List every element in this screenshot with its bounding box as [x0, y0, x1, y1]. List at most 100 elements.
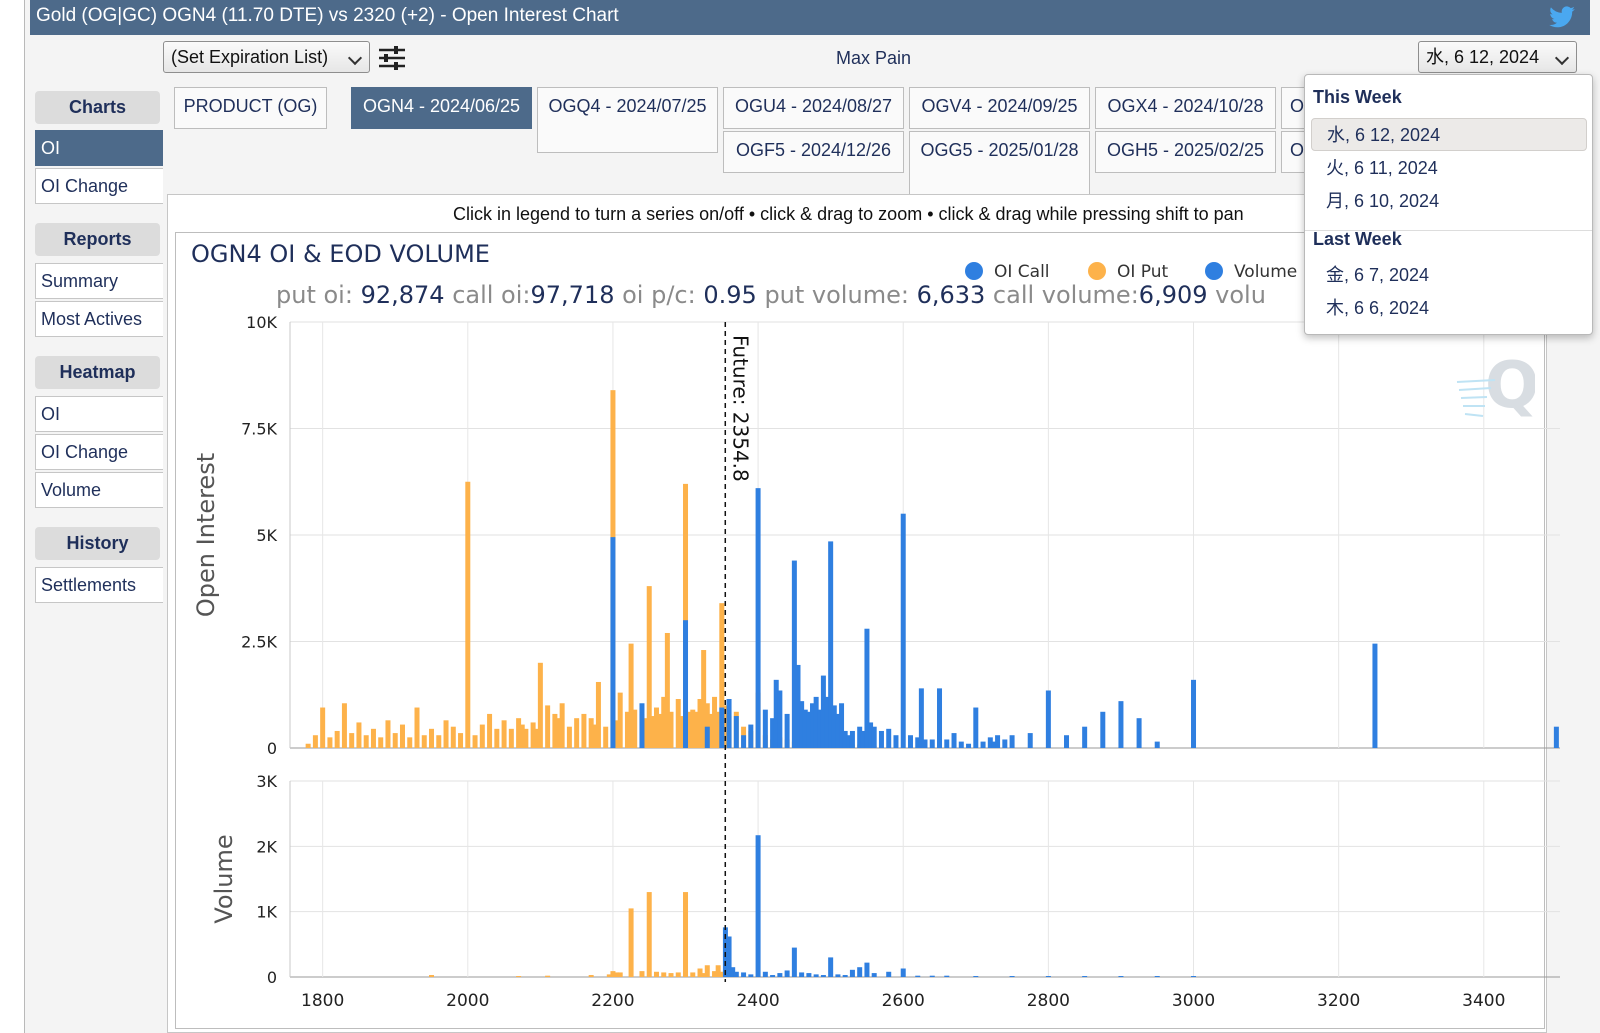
vol-put-bar: [614, 972, 620, 977]
tab-ogq4[interactable]: OGQ4 - 2024/07/25: [537, 87, 718, 153]
oi-put-bar: [643, 718, 649, 748]
call-oi-value: 97,718: [530, 281, 615, 309]
oi-put-bar: [628, 643, 634, 748]
oi-call-bar: [762, 709, 768, 748]
sidebar-item-most-actives[interactable]: Most Actives: [35, 301, 163, 337]
sidebar-item-oi-change[interactable]: OI Change: [35, 168, 163, 204]
oi-call-bar: [987, 737, 993, 748]
legend-item-volume[interactable]: Volume: [1205, 262, 1297, 282]
window-title: Gold (OG|GC) OGN4 (11.70 DTE) vs 2320 (+…: [36, 5, 619, 26]
oi-put-bar: [683, 483, 689, 748]
legend-item-oi-put[interactable]: OI Put: [1088, 262, 1168, 282]
expiration-list-select[interactable]: (Set Expiration List): [163, 41, 370, 73]
sidebar-item-summary[interactable]: Summary: [35, 263, 163, 299]
oi-put-bar: [385, 720, 391, 748]
tab-ogv4[interactable]: OGV4 - 2024/09/25: [909, 87, 1090, 129]
tab-ogx4[interactable]: OGX4 - 2024/10/28: [1095, 87, 1276, 129]
oi-put-bar: [693, 711, 699, 748]
oi-call-bar: [864, 628, 870, 748]
oi-y-tick-label: 7.5K: [241, 420, 277, 439]
vol-call-bar: [726, 936, 732, 977]
oi-call-bar: [893, 735, 899, 748]
date-option[interactable]: 月, 6 10, 2024: [1326, 191, 1440, 211]
tab-ogg5[interactable]: OGG5 - 2025/01/28: [909, 131, 1090, 197]
date-option[interactable]: 木, 6 6, 2024: [1326, 298, 1430, 318]
sidebar-item-settlements[interactable]: Settlements: [35, 567, 163, 603]
chart-container[interactable]: [175, 232, 1545, 1029]
vol-call-bar: [813, 974, 819, 977]
vol-put-bar: [610, 971, 616, 977]
date-select[interactable]: 水, 6 12, 2024: [1418, 41, 1577, 73]
oi-call-bar: [937, 688, 943, 748]
vol-call-bar: [784, 970, 790, 977]
max-pain-label[interactable]: Max Pain: [836, 48, 912, 68]
date-dropdown-menu: This Week 水, 6 12, 2024 火, 6 11, 2024 月,…: [1304, 74, 1593, 335]
vol-y-tick-label: 3K: [256, 772, 277, 791]
oi-put-bar: [414, 707, 420, 748]
sidebar-header-reports: Reports: [35, 223, 160, 256]
oi-put-bar: [312, 735, 318, 748]
date-option[interactable]: 金, 6 7, 2024: [1326, 265, 1430, 285]
oi-call-bar: [1553, 726, 1559, 748]
oi-call-bar: [639, 703, 645, 748]
sidebar-item-oi[interactable]: OI: [35, 130, 163, 166]
date-option[interactable]: 火, 6 11, 2024: [1326, 158, 1438, 178]
vol-call-bar: [842, 975, 848, 977]
tab-ogn4[interactable]: OGN4 - 2024/06/25: [351, 87, 532, 129]
oi-call-bar: [907, 735, 913, 748]
oi-put-bar: [701, 650, 707, 748]
vol-put-bar: [704, 965, 710, 977]
sidebar-item-heatmap-oi-change[interactable]: OI Change: [35, 434, 163, 470]
oi-put-bar: [697, 699, 703, 748]
oi-put-bar: [407, 737, 413, 748]
oi-put-bar: [429, 728, 435, 748]
oi-call-bar: [799, 701, 805, 748]
oi-call-bar: [802, 709, 808, 748]
tab-ogu4[interactable]: OGU4 - 2024/08/27: [723, 87, 904, 129]
oi-put-bar: [436, 735, 442, 748]
oi-y-tick-label: 10K: [246, 313, 277, 332]
vol-call-bar: [762, 971, 768, 977]
call-oi-label: call oi:: [452, 281, 531, 309]
oi-call-bar: [973, 707, 979, 748]
call-volume-label: call volume:: [992, 281, 1139, 309]
oi-put-bar: [556, 718, 562, 748]
vol-call-bar: [748, 974, 754, 977]
legend-item-oi-call[interactable]: OI Call: [965, 262, 1050, 282]
oi-put-bar: [715, 711, 721, 748]
sidebar-item-heatmap-oi[interactable]: OI: [35, 396, 163, 432]
oi-call-bar: [991, 741, 997, 748]
oi-put-bar: [458, 733, 464, 748]
x-tick-label: 2400: [736, 991, 779, 1011]
oi-put-bar: [519, 724, 525, 748]
sliders-icon[interactable]: [377, 43, 407, 73]
oi-call-bar: [958, 741, 964, 748]
date-select-value: 水, 6 12, 2024: [1426, 47, 1540, 67]
oi-put-bar: [341, 703, 347, 748]
x-tick-label: 2200: [591, 991, 634, 1011]
tab-ogh5[interactable]: OGH5 - 2025/02/25: [1095, 131, 1276, 173]
oi-put-bar: [675, 699, 681, 748]
vol-call-bar: [791, 947, 797, 977]
sidebar-item-heatmap-volume[interactable]: Volume: [35, 472, 163, 508]
oi-put-bar: [679, 716, 685, 748]
date-option[interactable]: 水, 6 12, 2024: [1311, 118, 1587, 151]
tab-product[interactable]: PRODUCT (OG): [174, 87, 327, 129]
oi-put-bar: [592, 724, 598, 748]
oi-call-bar: [1136, 718, 1142, 748]
legend-dot: [965, 262, 983, 280]
vol-call-bar: [1045, 976, 1051, 978]
sidebar-header-history: History: [35, 527, 160, 560]
vol-call-bar: [857, 967, 863, 977]
twitter-icon[interactable]: [1548, 3, 1576, 31]
expiration-list-value: (Set Expiration List): [171, 47, 329, 67]
oi-put-bar: [378, 737, 384, 748]
vol-call-bar: [777, 973, 783, 977]
oi-call-bar: [795, 664, 801, 748]
oi-call-bar: [1154, 741, 1160, 748]
oi-put-bar: [530, 722, 536, 748]
oi-call-bar: [871, 726, 877, 748]
vol-call-bar: [1009, 976, 1015, 978]
tab-ogf5[interactable]: OGF5 - 2024/12/26: [723, 131, 904, 173]
